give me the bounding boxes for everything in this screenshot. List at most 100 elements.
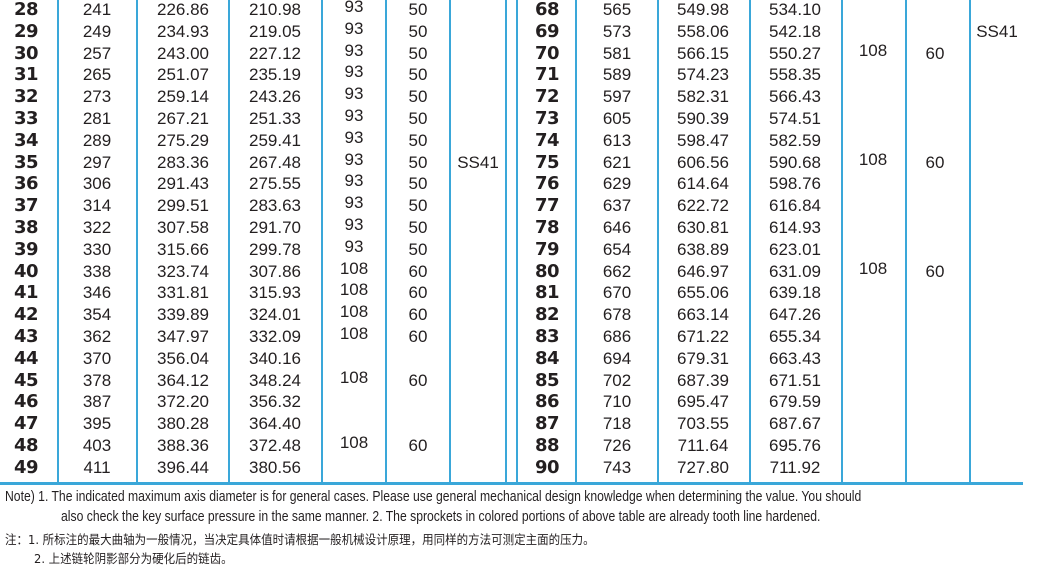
pitch-diameter-cell: 289 xyxy=(82,130,112,150)
tooth-count-cell: 71 xyxy=(534,64,560,86)
max-bore-cell: 108 xyxy=(858,40,888,60)
root-diameter-cell: 348.24 xyxy=(249,370,301,390)
outer-diameter-cell: 566.15 xyxy=(677,43,729,63)
outer-diameter-cell: 558.06 xyxy=(677,21,729,41)
max-bore-cell: 108 xyxy=(339,367,369,387)
outer-diameter-cell: 323.74 xyxy=(157,261,209,281)
pitch-diameter-cell: 322 xyxy=(82,218,112,237)
root-diameter-cell: 340.16 xyxy=(249,348,301,368)
pitch-diameter-cell: 605 xyxy=(602,109,632,128)
root-diameter-cell: 574.51 xyxy=(769,109,821,128)
column-divider xyxy=(841,0,843,484)
column-divider xyxy=(969,0,971,484)
hub-width-cell: 60 xyxy=(925,43,945,63)
root-diameter-cell: 307.86 xyxy=(249,261,301,281)
outer-diameter-cell: 364.12 xyxy=(157,370,209,390)
max-bore-cell: 108 xyxy=(339,280,369,300)
pitch-diameter-cell: 297 xyxy=(82,152,112,172)
pitch-diameter-cell: 306 xyxy=(82,174,112,194)
tooth-count-cell: 77 xyxy=(534,195,560,217)
outer-diameter-cell: 234.93 xyxy=(157,21,209,41)
column-divider xyxy=(516,0,518,484)
pitch-diameter-cell: 702 xyxy=(602,370,632,390)
pitch-diameter-cell: 346 xyxy=(82,283,112,303)
root-diameter-cell: 267.48 xyxy=(249,152,301,172)
note-chinese-line-2: 2. 上述链轮阴影部分为硬化后的链齿。 xyxy=(34,551,233,566)
max-bore-cell: 108 xyxy=(339,433,369,452)
root-diameter-cell: 679.59 xyxy=(769,392,821,412)
hub-width-cell: 60 xyxy=(408,305,428,325)
hub-width-cell: 60 xyxy=(408,436,428,455)
tooth-count-cell: 28 xyxy=(13,0,39,20)
outer-diameter-cell: 630.81 xyxy=(677,218,729,237)
pitch-diameter-cell: 678 xyxy=(602,305,632,325)
root-diameter-cell: 542.18 xyxy=(769,21,821,41)
note-chinese-line-1: 注：1. 所标注的最大曲轴为一般情况，当决定具体值时请根据一般机械设计原理，用同… xyxy=(5,532,595,547)
root-diameter-cell: 590.68 xyxy=(769,152,821,172)
root-diameter-cell: 291.70 xyxy=(249,218,301,237)
pitch-diameter-cell: 613 xyxy=(602,130,632,150)
pitch-diameter-cell: 565 xyxy=(602,0,632,19)
tooth-count-cell: 48 xyxy=(13,435,39,456)
outer-diameter-cell: 590.39 xyxy=(677,109,729,128)
hub-width-cell: 60 xyxy=(925,261,945,281)
max-bore-cell: 93 xyxy=(344,40,364,60)
outer-diameter-cell: 339.89 xyxy=(157,305,209,325)
tooth-count-cell: 49 xyxy=(13,456,39,478)
outer-diameter-cell: 356.04 xyxy=(157,348,209,368)
root-diameter-cell: 210.98 xyxy=(249,0,301,19)
root-diameter-cell: 695.76 xyxy=(769,436,821,455)
tooth-count-cell: 79 xyxy=(534,238,560,260)
root-diameter-cell: 655.34 xyxy=(769,327,821,346)
root-diameter-cell: 534.10 xyxy=(769,0,821,19)
pitch-diameter-cell: 646 xyxy=(602,218,632,237)
pitch-diameter-cell: 354 xyxy=(82,305,112,325)
max-bore-cell: 108 xyxy=(339,324,369,343)
outer-diameter-cell: 671.22 xyxy=(677,327,729,346)
pitch-diameter-cell: 330 xyxy=(82,239,112,259)
material-cell: SS41 xyxy=(976,21,1018,41)
tooth-count-cell: 83 xyxy=(534,326,560,347)
column-divider xyxy=(136,0,138,484)
hub-width-cell: 50 xyxy=(408,174,428,194)
tooth-count-cell: 31 xyxy=(13,64,39,86)
hub-width-cell: 60 xyxy=(408,370,428,390)
max-bore-cell: 93 xyxy=(344,84,364,104)
root-diameter-cell: 364.40 xyxy=(249,414,301,434)
pitch-diameter-cell: 629 xyxy=(602,174,632,194)
tooth-count-cell: 85 xyxy=(534,369,560,391)
outer-diameter-cell: 687.39 xyxy=(677,370,729,390)
column-divider xyxy=(749,0,751,484)
hub-width-cell: 50 xyxy=(408,239,428,259)
pitch-diameter-cell: 314 xyxy=(82,196,112,216)
outer-diameter-cell: 622.72 xyxy=(677,196,729,216)
note-english-line-1: Note) 1. The indicated maximum axis diam… xyxy=(5,489,862,505)
outer-diameter-cell: 582.31 xyxy=(677,87,729,107)
max-bore-cell: 108 xyxy=(339,258,369,278)
outer-diameter-cell: 396.44 xyxy=(157,457,209,477)
outer-diameter-cell: 646.97 xyxy=(677,261,729,281)
pitch-diameter-cell: 621 xyxy=(602,152,632,172)
root-diameter-cell: 227.12 xyxy=(249,43,301,63)
root-diameter-cell: 380.56 xyxy=(249,457,301,477)
root-diameter-cell: 631.09 xyxy=(769,261,821,281)
table-bottom-rule xyxy=(512,482,1023,485)
hub-width-cell: 50 xyxy=(408,43,428,63)
pitch-diameter-cell: 637 xyxy=(602,196,632,216)
pitch-diameter-cell: 411 xyxy=(83,457,111,477)
tooth-count-cell: 70 xyxy=(534,42,560,64)
pitch-diameter-cell: 686 xyxy=(602,327,632,346)
root-diameter-cell: 332.09 xyxy=(249,327,301,346)
column-divider xyxy=(575,0,577,484)
pitch-diameter-cell: 573 xyxy=(602,21,632,41)
pitch-diameter-cell: 281 xyxy=(82,109,112,128)
tooth-count-cell: 41 xyxy=(13,282,39,304)
pitch-diameter-cell: 694 xyxy=(602,348,632,368)
outer-diameter-cell: 727.80 xyxy=(677,457,729,477)
tooth-count-cell: 72 xyxy=(534,86,560,108)
tooth-count-cell: 81 xyxy=(534,282,560,304)
root-diameter-cell: 647.26 xyxy=(769,305,821,325)
root-diameter-cell: 671.51 xyxy=(769,370,821,390)
outer-diameter-cell: 307.58 xyxy=(157,218,209,237)
root-diameter-cell: 356.32 xyxy=(249,392,301,412)
